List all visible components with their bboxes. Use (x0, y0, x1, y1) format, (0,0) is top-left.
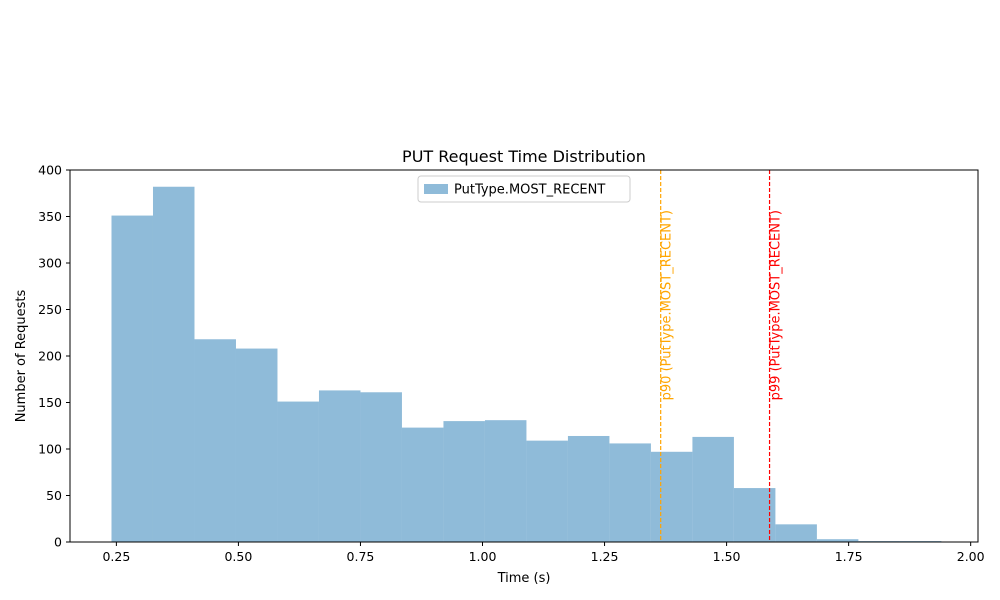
x-tick-label: 1.00 (469, 549, 497, 564)
y-tick-label: 250 (38, 302, 62, 317)
histogram-bar (775, 524, 817, 542)
x-tick-label: 0.75 (347, 549, 375, 564)
histogram-bar (194, 339, 236, 542)
x-tick-label: 0.50 (224, 549, 252, 564)
histogram-bar (152, 186, 195, 543)
x-axis-label: Time (s) (497, 571, 551, 586)
histogram-bar (816, 539, 859, 542)
histogram-bar (111, 215, 153, 542)
histogram-bar (733, 488, 776, 542)
histogram-bar (360, 392, 402, 542)
y-tick-label: 350 (38, 209, 62, 224)
y-tick-label: 50 (46, 488, 62, 503)
legend-box (417, 175, 631, 203)
histogram-bar (443, 421, 485, 542)
histogram-bar (484, 420, 527, 542)
y-axis-label: Number of Requests (14, 289, 29, 422)
y-tick-label: 150 (38, 395, 62, 410)
legend-label: PutType.MOST_RECENT (454, 183, 605, 198)
y-tick-label: 200 (38, 349, 62, 364)
histogram-bar (235, 348, 278, 542)
x-tick-label: 1.50 (713, 549, 741, 564)
y-tick-label: 400 (38, 163, 62, 178)
histogram-bar (401, 427, 444, 542)
x-tick-label: 1.25 (591, 549, 619, 564)
histogram-bar (526, 440, 568, 542)
x-axis-ticks: 0.25 0.50 0.75 1.00 1.25 1.50 1.75 2.00 (102, 542, 985, 564)
legend: PutType.MOST_RECENT (417, 175, 631, 203)
histogram-bar (692, 436, 734, 542)
percentile-label: p90 (PutType.MOST_RECENT) (660, 210, 675, 400)
histogram-bar (277, 401, 319, 542)
x-tick-label: 2.00 (957, 549, 985, 564)
histogram-bars (111, 186, 942, 543)
histogram-bar (567, 435, 610, 542)
chart-title: PUT Request Time Distribution (402, 147, 646, 166)
histogram-bar (318, 390, 361, 542)
percentile-label: p99 (PutType.MOST_RECENT) (769, 210, 784, 400)
y-axis-ticks: 0 50 100 150 200 250 300 350 400 (38, 163, 70, 550)
x-tick-label: 1.75 (835, 549, 863, 564)
legend-swatch (424, 184, 448, 194)
histogram-bar (650, 451, 693, 542)
y-tick-label: 300 (38, 256, 62, 271)
x-tick-label: 0.25 (102, 549, 130, 564)
percentile-lines: p90 (PutType.MOST_RECENT) p99 (PutType.MO… (660, 170, 784, 542)
y-tick-label: 0 (54, 535, 62, 550)
y-tick-label: 100 (38, 442, 62, 457)
histogram-bar (609, 443, 651, 542)
